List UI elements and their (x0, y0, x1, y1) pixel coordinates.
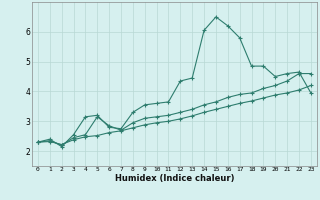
X-axis label: Humidex (Indice chaleur): Humidex (Indice chaleur) (115, 174, 234, 183)
